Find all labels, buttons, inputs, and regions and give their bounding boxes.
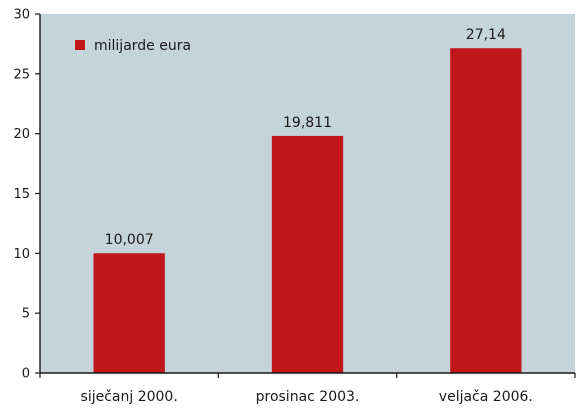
bar-value-label: 10,007 [105, 232, 154, 248]
y-tick-label: 30 [13, 8, 30, 23]
bar [450, 48, 522, 373]
x-category-label: veljača 2006. [439, 389, 533, 405]
y-tick-label: 25 [13, 67, 30, 82]
y-tick-label: 10 [13, 247, 30, 262]
bar-value-label: 27,14 [466, 27, 506, 43]
bar [93, 253, 165, 373]
bar-value-label: 19,811 [283, 115, 332, 131]
y-tick-label: 20 [13, 127, 30, 142]
legend-swatch [75, 40, 85, 50]
legend: milijarde eura [75, 38, 191, 54]
x-axis-ticks: siječanj 2000. prosinac 2003. veljača 2006… [39, 373, 576, 405]
x-category-label: siječanj 2000. [81, 389, 178, 405]
y-tick-label: 0 [22, 367, 30, 382]
y-axis-ticks: 0 5 10 15 20 25 30 [13, 8, 40, 382]
x-category-label: prosinac 2003. [256, 389, 360, 405]
y-tick-label: 15 [13, 187, 30, 202]
bar [271, 135, 344, 373]
bars-group [93, 48, 522, 373]
y-tick-label: 5 [22, 307, 30, 322]
legend-label: milijarde eura [94, 38, 191, 54]
data-labels-group: 10,007 19,811 27,14 [105, 27, 506, 248]
